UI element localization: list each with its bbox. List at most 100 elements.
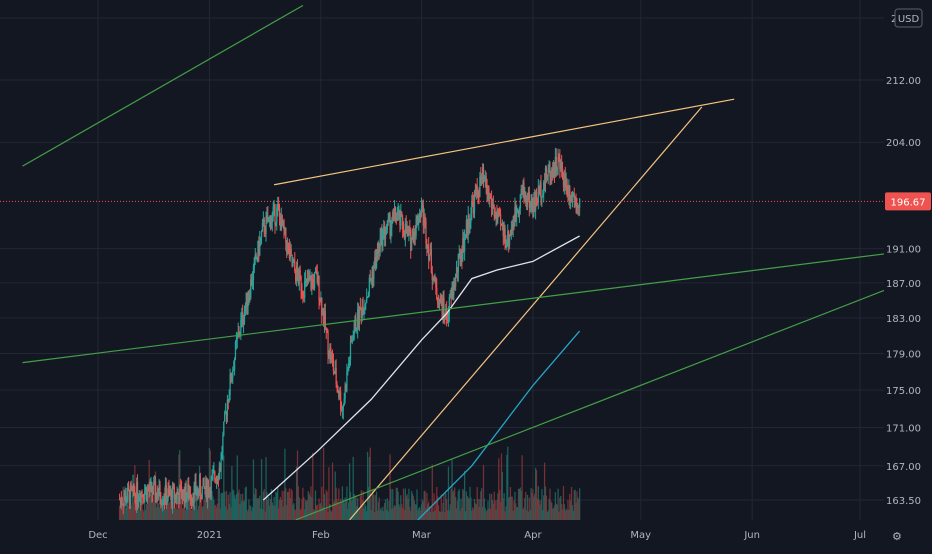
volume-bar	[381, 510, 383, 520]
candle-body	[422, 205, 424, 226]
volume-bar	[576, 491, 578, 520]
candle-body	[212, 472, 214, 475]
volume-bar	[500, 453, 503, 520]
volume-bar	[239, 504, 241, 520]
candle-body	[290, 248, 292, 255]
volume-bar	[260, 508, 262, 520]
candle-body	[183, 489, 185, 504]
volume-bar	[399, 506, 401, 520]
candle-body	[436, 287, 438, 299]
x-tick-label: 2021	[197, 530, 222, 541]
volume-bar	[543, 462, 546, 520]
volume-bar	[243, 500, 246, 520]
volume-bar	[375, 491, 378, 520]
candle-body	[435, 276, 437, 288]
volume-bar	[501, 471, 503, 520]
volume-bar	[459, 510, 461, 520]
volume-bar	[544, 486, 547, 520]
candle-body	[390, 227, 392, 235]
candle-body	[312, 279, 314, 281]
volume-bar	[438, 511, 441, 520]
volume-bar	[431, 464, 433, 520]
volume-bar	[463, 470, 466, 520]
candle-body	[370, 279, 372, 281]
candle-body	[239, 332, 241, 336]
volume-bar	[555, 503, 557, 520]
volume-bar	[136, 505, 139, 520]
volume-bar	[325, 489, 327, 520]
candle-body	[389, 214, 391, 235]
volume-bar	[301, 499, 303, 520]
candle-body	[375, 250, 378, 268]
candle-body	[535, 191, 538, 202]
candle-body	[399, 210, 401, 226]
candle-body	[289, 248, 291, 258]
candle-body	[344, 385, 346, 399]
volume-bar	[118, 505, 121, 520]
volume-bar	[573, 490, 575, 520]
candle-body	[360, 308, 362, 318]
candle-body	[144, 487, 147, 492]
price-axis-background	[884, 0, 932, 550]
candle-body	[508, 231, 510, 246]
volume-bar	[454, 487, 456, 520]
candle-body	[195, 481, 197, 495]
candle-body	[428, 255, 431, 260]
candle-body	[255, 254, 257, 259]
candle-body	[469, 222, 471, 227]
volume-bar	[304, 499, 307, 520]
candle-body	[335, 368, 337, 385]
volume-bar	[155, 507, 158, 520]
volume-bar	[548, 498, 550, 520]
volume-bar	[138, 511, 140, 520]
candle-body	[259, 240, 261, 256]
volume-bar	[551, 502, 553, 520]
candle-body	[286, 243, 289, 254]
volume-bar	[254, 488, 256, 520]
candle-body	[381, 229, 383, 247]
sma-line-teal	[417, 330, 581, 521]
candle-body	[470, 214, 472, 223]
candle-body	[353, 329, 355, 340]
candle-body	[322, 309, 324, 316]
volume-bar	[210, 493, 212, 520]
candle-body	[348, 362, 350, 371]
volume-bar	[473, 498, 476, 520]
currency-selector[interactable]: 2 USD	[891, 8, 923, 28]
volume-bar	[442, 502, 444, 520]
candle-body	[257, 240, 259, 259]
candle-body	[530, 200, 532, 208]
candle-body	[247, 299, 249, 308]
volume-bar	[419, 510, 422, 520]
candle-body	[196, 494, 198, 496]
candle-body	[210, 477, 212, 497]
candle-body	[558, 156, 560, 158]
candle-body	[187, 484, 189, 496]
volume-bar	[509, 487, 512, 520]
volume-bar	[329, 504, 331, 520]
volume-bar	[177, 495, 179, 520]
candle-body	[219, 467, 221, 472]
volume-bar	[487, 500, 489, 520]
volume-bar	[437, 496, 439, 520]
volume-bar	[497, 493, 499, 520]
volume-bar	[377, 501, 379, 520]
volume-bar	[315, 505, 317, 520]
volume-bar	[303, 497, 305, 520]
volume-bar	[423, 491, 425, 520]
volume-bar	[174, 507, 176, 520]
candle-body	[154, 481, 157, 500]
volume-bar	[261, 509, 264, 520]
candle-body	[392, 212, 394, 223]
candle-body	[357, 309, 359, 329]
candle-body	[423, 216, 425, 226]
candle-body	[124, 493, 126, 499]
volume-bar	[368, 456, 371, 520]
price-axis: 163.50 167.00 171.00 175.00 179.00 183.00 187.…	[884, 0, 932, 550]
volume-bar	[182, 508, 184, 520]
volume-bar	[185, 503, 187, 520]
trendline-orange	[274, 98, 735, 186]
volume-bar	[337, 502, 339, 520]
